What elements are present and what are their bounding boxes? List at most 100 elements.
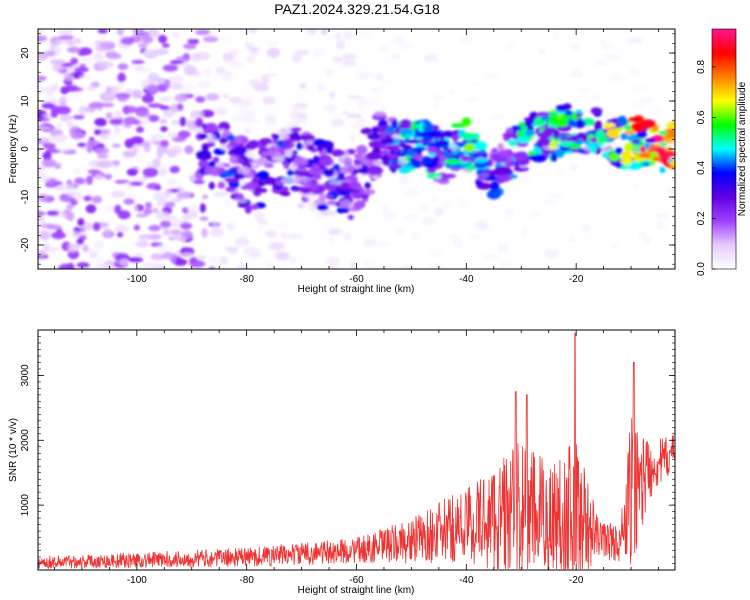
spectrogram-cell <box>270 241 285 248</box>
spectrogram-cell <box>202 68 212 76</box>
spectrogram-cell <box>487 175 497 181</box>
spectrogram-cell <box>114 224 129 233</box>
spectrogram-cell <box>555 104 569 112</box>
x-tick-label: -20 <box>569 575 584 586</box>
spectrogram-cell <box>199 203 206 213</box>
spectrogram-cell <box>72 115 85 120</box>
spectrogram-cell <box>168 75 185 85</box>
spectrogram-cell <box>328 180 345 185</box>
spectrogram-cell <box>335 43 346 50</box>
spectrogram-cell <box>201 144 209 152</box>
spectrogram-cell <box>197 81 211 89</box>
spectrogram-cell <box>189 260 206 268</box>
spectrogram-cell <box>83 195 92 202</box>
spectrogram-cell <box>279 134 290 140</box>
spectrogram-cell <box>166 178 175 187</box>
spectrogram-cell <box>461 132 475 138</box>
spectrogram-cell <box>66 46 81 53</box>
spectrogram-cell <box>67 211 75 222</box>
spectrogram-cell <box>224 177 240 183</box>
spectrogram-cell <box>38 210 46 217</box>
spectrogram-cell <box>308 201 318 212</box>
spectrogram-cell <box>207 255 223 265</box>
spectrogram-cell <box>105 50 119 59</box>
spectrogram-cell <box>123 198 135 205</box>
spectrogram-cell <box>189 174 197 183</box>
spectrogram-cell <box>145 202 152 209</box>
spectrogram-cell <box>134 153 149 158</box>
spectrogram-cell <box>382 155 389 160</box>
spectrogram-cell <box>147 103 164 108</box>
spectrogram-cell <box>472 223 479 229</box>
spectrogram-cell <box>659 166 666 174</box>
spectrogram-cell <box>617 115 627 126</box>
spectrogram-cell <box>104 173 113 180</box>
spectrogram-cell <box>158 167 168 177</box>
spectrogram-cell <box>223 199 232 205</box>
spectrogram-cell <box>352 163 363 170</box>
spectrogram-cell <box>542 127 558 134</box>
spectrogram-cell <box>78 47 93 56</box>
spectrogram-cell <box>325 184 337 192</box>
spectrogram-cell <box>232 146 247 156</box>
spectrogram-cell <box>159 118 168 124</box>
spectrogram-cell <box>148 224 161 232</box>
spectrogram-cell <box>72 231 80 239</box>
spectrogram-cell <box>660 141 668 147</box>
spectrogram-cell <box>467 164 474 172</box>
spectrogram-cell <box>486 189 501 200</box>
x-tick-label: -100 <box>127 274 147 285</box>
spectrogram-cell <box>381 204 390 214</box>
spectrogram-cell <box>117 63 129 70</box>
spectrogram-cell <box>74 167 81 175</box>
spectrogram-cell <box>638 231 647 238</box>
spectrogram-cell <box>663 128 675 138</box>
spectrogram-cell <box>248 29 258 34</box>
spectrogram-cell <box>460 36 473 44</box>
spectrogram-cell <box>195 29 211 36</box>
spectrogram-cell <box>38 165 46 171</box>
spectrogram-cell <box>297 203 305 209</box>
spectrogram-cell <box>219 256 229 265</box>
spectrogram-cell <box>577 149 587 154</box>
x-tick-label: -20 <box>569 274 584 285</box>
spectrogram-cell <box>295 49 310 56</box>
spectrogram-cell <box>230 140 237 148</box>
spectrogram-cell <box>624 130 636 135</box>
spectrogram-cell <box>590 107 603 115</box>
spectrogram-cell <box>42 142 56 150</box>
spectrogram-cell <box>93 147 110 155</box>
spectrogram-cell <box>543 199 560 205</box>
spectrogram-cell <box>447 233 460 242</box>
spectrogram-cell <box>292 175 305 185</box>
spectrogram-cell <box>123 192 138 200</box>
spectrogram-cell <box>460 155 471 162</box>
colorbar-tick-label: 0.2 <box>696 211 707 225</box>
spectrogram-cell <box>325 256 340 266</box>
spectrogram-cell <box>186 204 200 214</box>
spectrogram-cell <box>159 97 172 102</box>
spectrogram-cell <box>219 137 228 144</box>
spectrogram-cell <box>275 129 282 134</box>
spectrogram-cells <box>38 29 675 269</box>
spectrogram-cell <box>549 112 559 119</box>
spectrogram-cell <box>202 194 209 199</box>
spectrogram-cell <box>157 34 168 44</box>
spectrogram-cell <box>349 134 356 144</box>
spectrogram-cell <box>190 110 205 120</box>
spectrogram-cell <box>155 211 170 220</box>
spectrogram-cell <box>290 161 298 172</box>
snr-series-line <box>38 332 675 570</box>
x-tick-label: -40 <box>459 274 474 285</box>
spectrogram-cell <box>580 223 591 233</box>
spectrogram-cell <box>636 130 647 139</box>
spectrogram-cell <box>40 231 50 241</box>
x-tick-label: -40 <box>459 575 474 586</box>
spectrogram-cell <box>283 138 291 147</box>
spectrogram-cell <box>541 115 548 121</box>
spectrogram-cell <box>147 72 160 83</box>
spectrogram-cell <box>630 68 640 76</box>
spectrogram-cell <box>369 95 382 106</box>
spectrogram-cell <box>391 119 398 129</box>
colorbar-label: Normalized spectral amplitude <box>737 81 748 216</box>
